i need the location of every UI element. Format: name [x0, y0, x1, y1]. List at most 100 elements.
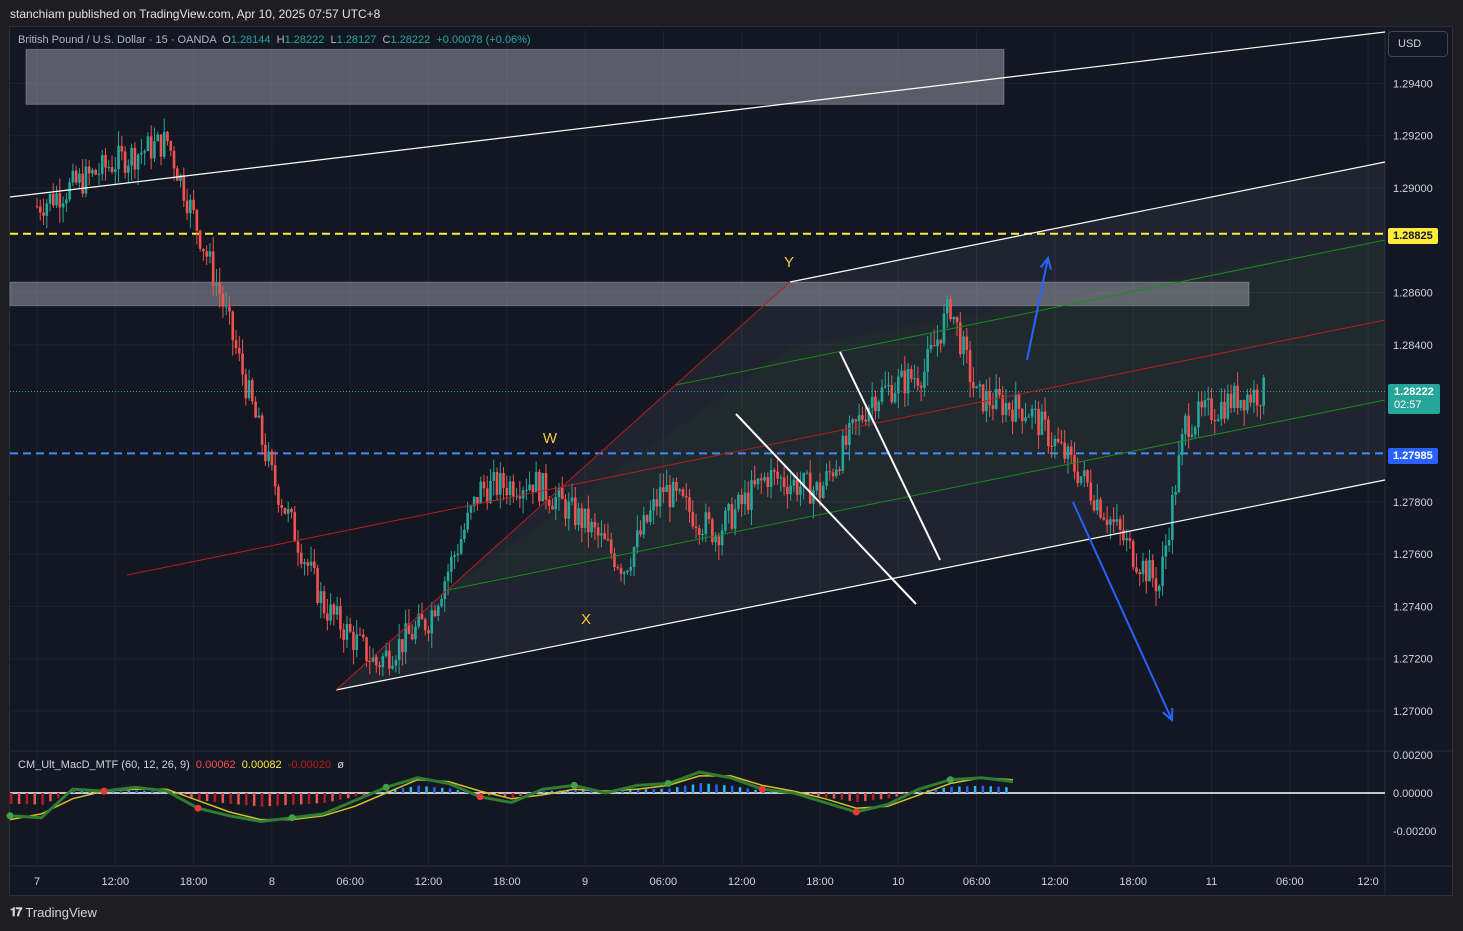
candle-body: [1050, 445, 1053, 447]
candle-body: [929, 345, 933, 350]
candle-body: [440, 598, 443, 607]
candle-body: [443, 581, 447, 599]
tradingview-logo-icon: 𝟏𝟕: [10, 905, 22, 919]
macd-hist-bar: [950, 786, 953, 793]
candle-body: [1187, 415, 1190, 437]
candle-body: [746, 492, 750, 510]
candle-body: [574, 497, 577, 526]
candle-body: [169, 141, 173, 151]
candle-body: [149, 136, 153, 159]
candle-body: [469, 506, 473, 513]
candle-body: [293, 512, 297, 542]
candle-body: [1082, 470, 1086, 477]
candle-body: [231, 311, 235, 341]
macd-hist-bar: [205, 793, 209, 802]
candle-body: [430, 610, 434, 634]
candle-body: [580, 508, 584, 528]
candle-body: [926, 349, 929, 372]
candle-body: [84, 166, 88, 194]
candle-body: [528, 484, 531, 491]
x-tick-label: 11: [1206, 876, 1217, 888]
wedge-upper-line: [839, 351, 941, 561]
footer-brand[interactable]: 𝟏𝟕 TradingView: [10, 905, 97, 920]
macd-hist-bar: [393, 789, 397, 793]
bullish-arrow-head: [1039, 255, 1052, 270]
candle-body: [743, 492, 747, 505]
candle-body: [136, 154, 140, 170]
candle-body: [1102, 517, 1106, 520]
candle-body: [658, 487, 662, 507]
candle-body: [332, 604, 336, 615]
candle-body: [844, 435, 848, 446]
macd-hist-bar: [582, 790, 585, 793]
candle-body: [1171, 495, 1174, 540]
candle-body: [636, 530, 639, 548]
candle-body: [613, 553, 616, 568]
candle-body: [1138, 572, 1142, 575]
candle-body: [609, 539, 613, 554]
y-tick-label: 1.28400: [1393, 340, 1433, 352]
macd-hist-bar: [464, 791, 467, 793]
candle-body: [1115, 519, 1119, 522]
candle-body: [38, 206, 42, 213]
candle-body: [861, 415, 864, 420]
macd-hist-bar: [730, 785, 734, 793]
macd-hist-bar: [354, 793, 358, 797]
indicator-y-tick-label: 0.00200: [1393, 750, 1433, 762]
macd-hist-bar: [589, 791, 593, 793]
candle-body: [887, 384, 890, 387]
candle-body: [55, 193, 58, 206]
macd-hist-bar: [10, 793, 13, 804]
candle-body: [557, 487, 561, 498]
candle-body: [1158, 585, 1161, 592]
candle-body: [825, 471, 828, 486]
blue-level-tag: 1.27985: [1388, 448, 1438, 464]
candle-body: [1001, 395, 1004, 415]
macd-hist-bar: [346, 793, 350, 799]
candle-body: [942, 313, 946, 344]
candle-body: [397, 639, 401, 661]
candle-body: [427, 630, 430, 634]
candle-body: [391, 665, 394, 669]
indicator-y-tick-label: 0.00000: [1393, 788, 1433, 800]
candle-body: [1213, 420, 1217, 422]
candle-body: [146, 136, 150, 152]
candle-body: [913, 378, 916, 380]
candle-body: [593, 521, 597, 528]
candle-body: [489, 480, 492, 503]
x-tick-label: 7: [34, 876, 40, 888]
candle-body: [241, 353, 244, 375]
candle-body: [208, 251, 212, 257]
candle-body: [358, 634, 362, 636]
candle-body: [622, 572, 626, 574]
macd-hist-bar: [965, 786, 969, 793]
candle-body: [727, 503, 730, 511]
candle-body: [684, 495, 688, 498]
upper-trend-line: [9, 31, 1386, 198]
candle-body: [482, 481, 486, 489]
candle-body: [1206, 398, 1210, 401]
macd-hist-bar: [57, 793, 60, 798]
candle-body: [1076, 471, 1080, 484]
candle-body: [1109, 519, 1112, 525]
currency-button[interactable]: USD: [1388, 31, 1448, 57]
candle-body: [991, 405, 995, 409]
candle-body: [835, 469, 838, 477]
candle-body: [1131, 540, 1135, 568]
candle-body: [423, 619, 427, 631]
candle-body: [864, 419, 867, 422]
candle-body: [65, 199, 68, 204]
candle-body: [384, 650, 388, 657]
candle-body: [1017, 394, 1021, 409]
macd-hist-bar: [817, 793, 820, 797]
candle-body: [1223, 401, 1226, 419]
candle-body: [541, 473, 544, 502]
wave-label-x: X: [581, 611, 591, 628]
candle-body: [1034, 408, 1037, 410]
candle-body: [459, 538, 463, 554]
candle-body: [1125, 537, 1128, 541]
macd-hist-bar: [613, 792, 616, 793]
macd-hist-bar: [574, 789, 577, 793]
x-tick-label: 18:00: [493, 876, 521, 888]
